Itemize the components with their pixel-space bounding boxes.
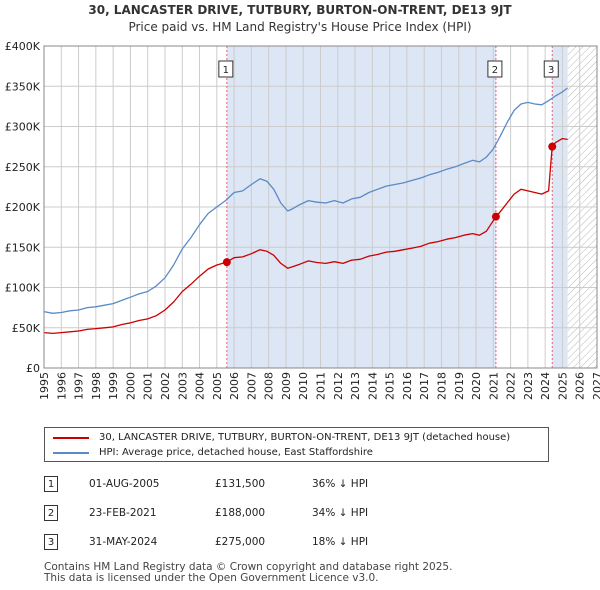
- sale-row: 3 31-MAY-2024 £275,000 18% ↓ HPI: [0, 534, 600, 554]
- x-tick-label: 1997: [73, 372, 86, 400]
- x-tick-label: 1999: [107, 372, 120, 400]
- x-tick-label: 2009: [280, 372, 293, 400]
- footer-line-licence: This data is licensed under the Open Gov…: [44, 572, 379, 584]
- sale-marker-label: 3: [548, 65, 554, 76]
- price-chart: 1 2 3 £0 £50K £100K £150K £200K £250K £300K £350K…: [5, 40, 600, 400]
- footer-line-copyright: Contains HM Land Registry data © Crown c…: [44, 561, 453, 573]
- y-tick-label: £200K: [5, 201, 41, 214]
- y-tick-label: £50K: [12, 322, 41, 335]
- legend-label-property: 30, LANCASTER DRIVE, TUTBURY, BURTON-ON-…: [99, 432, 511, 443]
- sale-marker-box: [218, 60, 234, 78]
- sale-point: [222, 258, 231, 267]
- x-tick-label: 2006: [228, 372, 241, 400]
- sale-marker-box: [543, 60, 559, 78]
- x-tick-label: 1998: [90, 372, 103, 400]
- x-tick-label: 2007: [245, 372, 258, 400]
- x-tick-label: 1995: [38, 372, 51, 400]
- x-tick-label: 2026: [574, 372, 587, 400]
- x-tick-label: 2001: [142, 372, 155, 400]
- legend-swatch-hpi: [53, 452, 89, 454]
- sale-hpi-diff: 36% ↓ HPI: [312, 478, 369, 490]
- chart-title-line2: Price paid vs. HM Land Registry's House …: [128, 20, 472, 34]
- y-tick-label: £150K: [5, 241, 41, 254]
- property-series-line: [43, 137, 568, 335]
- x-tick-label: 2011: [315, 372, 328, 400]
- x-tick-label: 2010: [297, 372, 310, 400]
- chart-title-line1: 30, LANCASTER DRIVE, TUTBURY, BURTON-ON-…: [88, 3, 512, 17]
- sale-marker-label: 2: [492, 65, 498, 76]
- legend-label-hpi: HPI: Average price, detached house, East…: [99, 447, 373, 458]
- sale-price: £188,000: [215, 507, 266, 519]
- x-tick-label: 2022: [505, 372, 518, 400]
- x-tick-label: 2023: [522, 372, 535, 400]
- y-tick-label: £350K: [5, 80, 41, 93]
- sale-number-badge: 2: [44, 505, 58, 521]
- plot-frame: [43, 45, 598, 369]
- sale-hpi-diff: 18% ↓ HPI: [312, 536, 369, 548]
- x-tick-label: 2012: [332, 372, 345, 400]
- x-tick-label: 1996: [55, 372, 68, 400]
- y-tick-label: £250K: [5, 161, 41, 174]
- x-tick-label: 2000: [124, 372, 137, 400]
- sale-date: 23-FEB-2021: [89, 507, 157, 519]
- x-tick-label: 2002: [159, 372, 172, 400]
- x-tick-label: 2016: [401, 372, 414, 400]
- x-tick-label: 2013: [349, 372, 362, 400]
- sale-point: [548, 142, 557, 151]
- legend: 30, LANCASTER DRIVE, TUTBURY, BURTON-ON-…: [44, 427, 549, 462]
- x-tick-label: 2003: [176, 372, 189, 400]
- sale-date: 31-MAY-2024: [89, 536, 158, 548]
- x-tick-label: 2015: [384, 372, 397, 400]
- sale-marker-box: [487, 60, 503, 78]
- x-tick-label: 2021: [487, 372, 500, 400]
- sale-price: £275,000: [215, 536, 266, 548]
- x-tick-label: 2004: [194, 372, 207, 400]
- sale-number-badge: 1: [44, 476, 58, 492]
- x-tick-label: 2018: [435, 372, 448, 400]
- sale-price: £131,500: [215, 478, 266, 490]
- sale-hpi-diff: 34% ↓ HPI: [312, 507, 369, 519]
- sale-row: 1 01-AUG-2005 £131,500 36% ↓ HPI: [0, 476, 600, 496]
- x-tick-label: 2024: [539, 372, 552, 400]
- x-tick-label: 2020: [470, 372, 483, 400]
- x-tick-label: 2005: [211, 372, 224, 400]
- x-tick-label: 2027: [591, 372, 600, 400]
- x-tick-label: 2008: [263, 372, 276, 400]
- x-tick-label: 2025: [556, 372, 569, 400]
- x-tick-label: 2017: [418, 372, 431, 400]
- hpi-series-line: [43, 87, 568, 314]
- y-tick-label: £400K: [5, 40, 41, 53]
- sale-marker-label: 1: [223, 65, 229, 76]
- sale-date: 01-AUG-2005: [89, 478, 160, 490]
- legend-swatch-property: [53, 437, 89, 439]
- sale-row: 2 23-FEB-2021 £188,000 34% ↓ HPI: [0, 505, 600, 525]
- footer-attribution: Contains HM Land Registry data © Crown c…: [44, 562, 452, 584]
- y-tick-label: £300K: [5, 121, 41, 134]
- sale-number-badge: 3: [44, 534, 58, 550]
- sale-point: [491, 212, 500, 221]
- y-tick-label: £100K: [5, 282, 41, 295]
- y-tick-label: £0: [26, 362, 40, 375]
- x-tick-label: 2014: [366, 372, 379, 400]
- x-tick-label: 2019: [453, 372, 466, 400]
